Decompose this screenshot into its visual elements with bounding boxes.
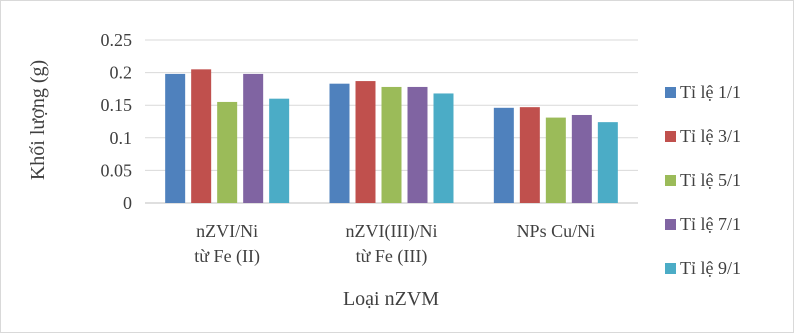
bar (381, 86, 402, 203)
bar (433, 93, 454, 203)
legend-swatch (665, 175, 676, 186)
y-tick-label: 0.05 (101, 160, 133, 180)
bar (269, 98, 290, 203)
y-tick-label: 0.1 (110, 128, 133, 148)
y-tick-labels: 0 0.05 0.1 0.15 0.2 0.25 (101, 30, 133, 213)
bar (243, 73, 264, 204)
legend-label: Tỉ lệ 3/1 (680, 126, 741, 146)
category-label: NPs Cu/Ni (517, 221, 596, 241)
bar (519, 107, 540, 203)
bar (407, 86, 428, 203)
bar (597, 122, 618, 203)
bar (571, 114, 592, 203)
legend-swatch (665, 87, 676, 98)
y-tick-label: 0.2 (110, 63, 133, 83)
bar (165, 73, 186, 204)
bar (355, 81, 376, 203)
category-label: nZVI(III)/Ni (346, 221, 438, 242)
bars (165, 69, 618, 204)
category-label: nZVI/Ni (196, 221, 258, 241)
legend-label: Tỉ lệ 7/1 (680, 214, 741, 234)
y-tick-label: 0 (123, 193, 132, 213)
legend-swatch (665, 263, 676, 274)
legend-label: Tỉ lệ 1/1 (680, 82, 741, 102)
legend-label: Tỉ lệ 9/1 (680, 258, 741, 278)
category-label: từ Fe (II) (194, 246, 260, 267)
bar (493, 107, 514, 203)
legend: Tỉ lệ 1/1 Tỉ lệ 3/1 Tỉ lệ 5/1 Tỉ lệ 7/1 Tỉ l… (665, 82, 741, 278)
y-tick-label: 0.15 (101, 95, 133, 115)
bar (191, 69, 212, 203)
bar (545, 117, 566, 203)
legend-swatch (665, 219, 676, 230)
bar (217, 101, 238, 203)
legend-label: Tỉ lệ 5/1 (680, 170, 741, 190)
bar (329, 83, 350, 203)
y-axis-title: Khối lượng (g) (27, 60, 49, 180)
y-tick-label: 0.25 (101, 30, 133, 50)
category-label: từ Fe (III) (356, 246, 428, 267)
category-labels: nZVI/Ni từ Fe (II) nZVI(III)/Ni từ Fe (III)… (194, 221, 595, 267)
x-axis-title: Loại nZVM (343, 288, 439, 310)
legend-swatch (665, 131, 676, 142)
